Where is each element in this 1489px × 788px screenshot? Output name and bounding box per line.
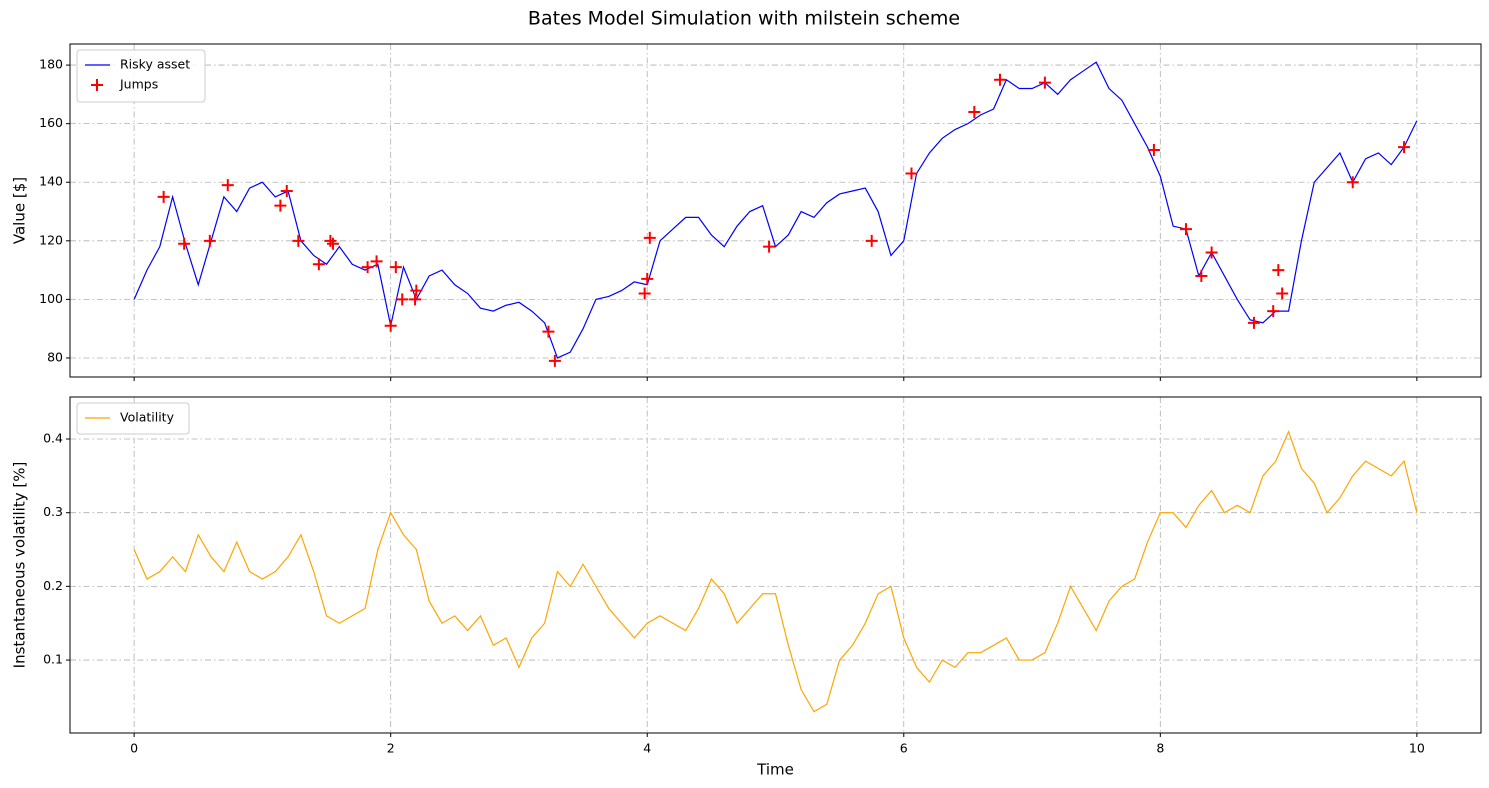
jump-marker: [641, 272, 654, 285]
jump-marker: [203, 234, 216, 247]
axes-frame: [69, 43, 1482, 378]
jump-marker: [292, 234, 305, 247]
jump-marker: [905, 167, 918, 180]
x-tick-label: 4: [643, 741, 651, 756]
x-tick-label: 10: [1409, 741, 1425, 756]
jump-marker: [178, 237, 191, 250]
x-tick-label: 6: [900, 741, 908, 756]
axes-frame: [69, 396, 1482, 734]
y-tick-label: 100: [39, 291, 63, 306]
legend-label: Jumps: [119, 77, 158, 92]
jump-marker: [410, 284, 423, 297]
jump-marker: [1247, 316, 1260, 329]
jump-marker: [157, 190, 170, 203]
jump-marker: [384, 319, 397, 332]
legend-label: Volatility: [120, 410, 175, 425]
jump-marker: [1276, 287, 1289, 300]
jump-marker: [763, 240, 776, 253]
y-axis-label: Instantaneous volatility [%]: [11, 462, 29, 669]
legend: Volatility: [76, 402, 190, 435]
jump-marker: [1398, 141, 1411, 154]
jump-marker: [1179, 223, 1192, 236]
jump-marker: [396, 293, 409, 306]
x-tick-label: 0: [130, 741, 138, 756]
jump-marker: [643, 231, 656, 244]
x-axis-label: Time: [756, 761, 794, 779]
legend-swatch: [91, 79, 103, 91]
x-tick-label: 8: [1156, 741, 1164, 756]
jump-marker: [1195, 269, 1208, 282]
jump-marker: [1267, 305, 1280, 318]
y-axis-label: Value [$]: [11, 177, 29, 244]
legend: Risky asset Jumps: [76, 49, 206, 103]
legend-label: Risky asset: [120, 57, 190, 72]
jump-marker: [542, 325, 555, 338]
jump-marker: [638, 287, 651, 300]
jump-marker: [409, 293, 422, 306]
jump-marker: [312, 258, 325, 271]
jump-marker: [361, 261, 374, 274]
axes: 80 100 120 140 160 180 Value [$]: [11, 44, 1481, 381]
axes: 0 2 4 6 8 10 0.1 0.2 0.3 0.4 Instantaneous volatil…: [11, 397, 1481, 779]
jump-marker: [389, 261, 402, 274]
y-tick-label: 0.2: [43, 578, 63, 593]
series-line: [133, 429, 1418, 713]
jump-marker: [1147, 144, 1160, 157]
x-tick-label: 2: [387, 741, 395, 756]
jump-marker: [274, 199, 287, 212]
jump-marker: [1272, 264, 1285, 277]
series-line: [133, 61, 1418, 359]
jump-marker: [548, 354, 561, 367]
jump-marker: [1038, 76, 1051, 89]
legend-box: [76, 402, 190, 435]
jump-marker: [865, 234, 878, 247]
y-tick-label: 80: [47, 349, 63, 364]
legend-box: [76, 49, 206, 103]
jump-marker: [993, 73, 1006, 86]
jump-marker: [221, 179, 234, 192]
jump-marker: [280, 185, 293, 198]
figure-title: Bates Model Simulation with milstein sch…: [528, 8, 960, 30]
jump-marker: [1205, 246, 1218, 259]
y-tick-label: 0.3: [43, 504, 63, 519]
y-tick-label: 0.4: [43, 431, 63, 446]
y-tick-label: 120: [39, 232, 63, 247]
jump-marker: [1346, 176, 1359, 189]
jump-marker: [968, 105, 981, 118]
jump-marker: [326, 237, 339, 250]
y-tick-label: 180: [39, 57, 63, 72]
y-tick-label: 0.1: [43, 652, 63, 667]
y-tick-label: 140: [39, 174, 63, 189]
jump-marker: [370, 255, 383, 268]
y-tick-label: 160: [39, 115, 63, 130]
jump-marker: [324, 234, 337, 247]
